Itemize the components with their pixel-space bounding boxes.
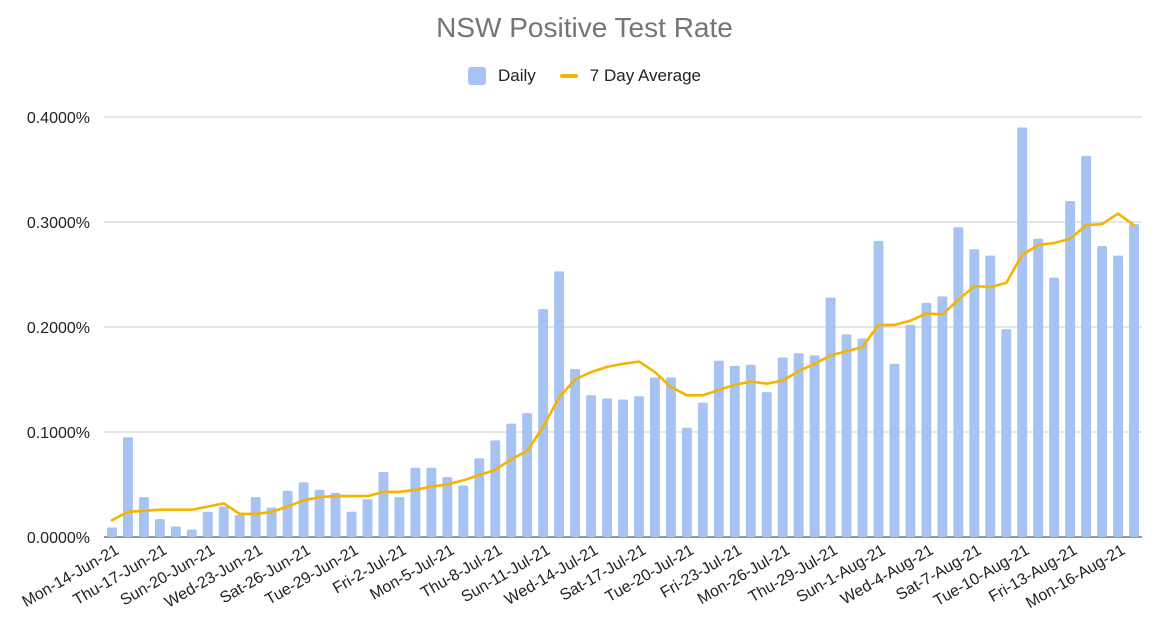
bar-4 — [170, 526, 181, 537]
bar-29 — [570, 369, 581, 537]
bar-11 — [282, 490, 293, 537]
bar-62 — [1097, 246, 1108, 537]
bar-59 — [1049, 277, 1060, 537]
bar-7 — [218, 506, 229, 537]
bar-37 — [697, 402, 708, 537]
bar-5 — [186, 529, 197, 537]
bar-51 — [921, 302, 932, 537]
bar-16 — [362, 499, 373, 537]
bar-41 — [761, 392, 772, 537]
bar-56 — [1001, 329, 1012, 537]
bar-3 — [154, 519, 165, 537]
legend-label-daily: Daily — [497, 66, 536, 85]
bar-32 — [618, 399, 628, 537]
bar-35 — [665, 377, 676, 537]
bar-8 — [234, 514, 245, 537]
bar-17 — [378, 471, 389, 537]
legend-label-7-day-average: 7 Day Average — [589, 66, 701, 85]
bar-64 — [1129, 224, 1139, 537]
bar-9 — [250, 497, 261, 537]
bar-15 — [346, 511, 357, 537]
bar-12 — [298, 482, 309, 537]
bar-13 — [314, 489, 325, 537]
bar-63 — [1113, 255, 1123, 537]
bar-1 — [123, 437, 133, 537]
bar-36 — [681, 427, 692, 537]
bar-23 — [474, 458, 485, 537]
bar-61 — [1081, 155, 1092, 537]
bar-44 — [809, 355, 820, 537]
bar-52 — [937, 296, 948, 537]
bar-24 — [490, 440, 501, 537]
y-tick-label-1: 0.1000% — [27, 425, 90, 442]
bar-19 — [410, 467, 421, 537]
bar-49 — [889, 363, 900, 537]
bar-33 — [634, 396, 644, 537]
y-tick-label-3: 0.3000% — [27, 215, 90, 232]
legend-item-daily[interactable]: Daily — [467, 66, 536, 86]
bar-30 — [586, 395, 597, 537]
bar-6 — [202, 511, 213, 537]
bar-27 — [538, 309, 549, 537]
bar-58 — [1033, 238, 1044, 538]
bar-10 — [266, 507, 277, 537]
bar-43 — [793, 353, 804, 537]
legend: Daily 7 Day Average — [0, 66, 1169, 86]
bar-57 — [1017, 127, 1028, 537]
bar-46 — [841, 334, 852, 537]
bar-38 — [713, 360, 724, 537]
bar-26 — [522, 413, 533, 537]
bar-28 — [554, 271, 565, 537]
legend-swatch-7-day-average — [559, 74, 578, 78]
bar-53 — [953, 227, 964, 537]
series-line-7-day-average — [110, 212, 1136, 522]
legend-item-7-day-average[interactable]: 7 Day Average — [559, 66, 701, 86]
bar-2 — [138, 497, 149, 537]
bar-20 — [426, 467, 437, 537]
y-tick-label-2: 0.2000% — [27, 320, 90, 337]
bar-47 — [857, 338, 868, 537]
chart-title: NSW Positive Test Rate — [436, 12, 733, 43]
bar-31 — [602, 398, 612, 537]
bar-39 — [729, 365, 740, 537]
bar-21 — [442, 477, 453, 537]
bar-48 — [873, 240, 884, 537]
bar-0 — [107, 527, 117, 537]
legend-swatch-daily — [467, 67, 486, 85]
bar-54 — [969, 249, 980, 538]
y-tick-label-0: 0.0000% — [27, 530, 90, 547]
bar-34 — [649, 377, 660, 537]
bar-14 — [330, 492, 341, 537]
bar-60 — [1065, 201, 1076, 537]
y-tick-label-4: 0.4000% — [27, 110, 90, 127]
bar-55 — [985, 255, 996, 537]
bar-45 — [825, 297, 836, 537]
bar-18 — [394, 497, 405, 537]
bar-25 — [506, 423, 517, 537]
bar-40 — [745, 364, 756, 537]
bar-22 — [458, 485, 469, 537]
bar-42 — [777, 357, 788, 537]
bar-50 — [905, 324, 916, 537]
